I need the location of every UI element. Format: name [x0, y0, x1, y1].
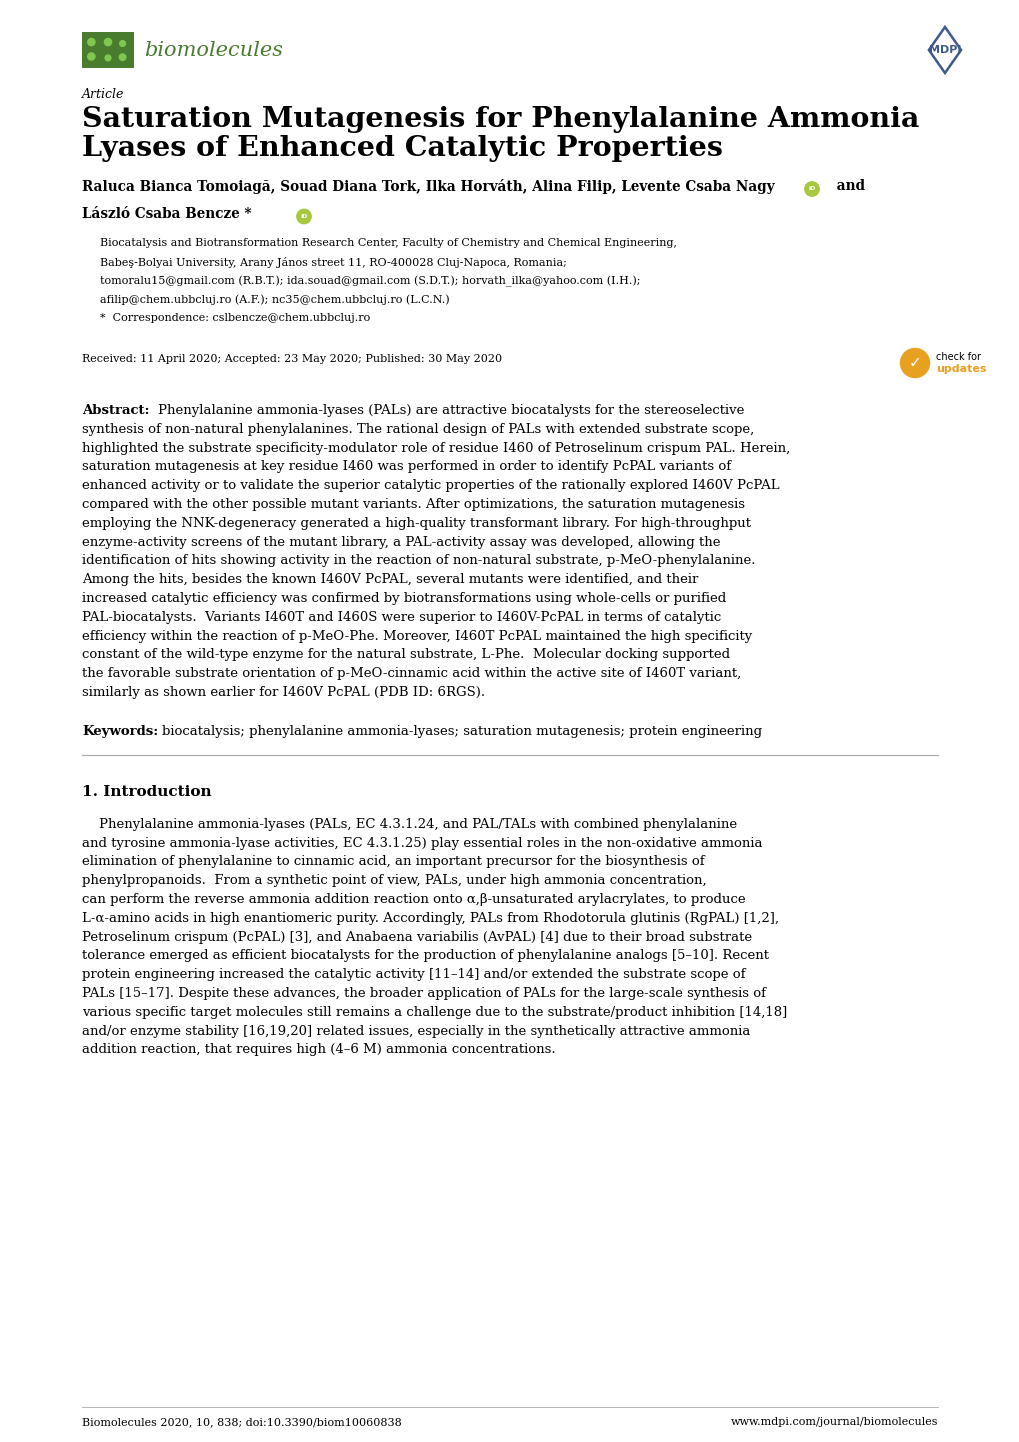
Circle shape [119, 53, 125, 61]
Text: identification of hits showing activity in the reaction of non-natural substrate: identification of hits showing activity … [82, 554, 755, 567]
Circle shape [88, 39, 95, 46]
Text: PAL-biocatalysts.  Variants I460T and I460S were superior to I460V-PcPAL in term: PAL-biocatalysts. Variants I460T and I46… [82, 611, 720, 624]
Text: Raluca Bianca Tomoiagă, Souad Diana Tork, Ilka Horváth, Alina Filip, Levente Csa: Raluca Bianca Tomoiagă, Souad Diana Tork… [82, 179, 773, 195]
Text: L-α-amino acids in high enantiomeric purity. Accordingly, PALs from Rhodotorula : L-α-amino acids in high enantiomeric pur… [82, 911, 779, 924]
Circle shape [119, 40, 125, 46]
Circle shape [104, 39, 111, 46]
Text: ✓: ✓ [908, 356, 920, 371]
Text: efficiency within the reaction of p-MeO-Phe. Moreover, I460T PcPAL maintained th: efficiency within the reaction of p-MeO-… [82, 630, 752, 643]
Text: and tyrosine ammonia-lyase activities, EC 4.3.1.25) play essential roles in the : and tyrosine ammonia-lyase activities, E… [82, 836, 762, 849]
Text: increased catalytic efficiency was confirmed by biotransformations using whole-c: increased catalytic efficiency was confi… [82, 593, 726, 606]
Text: tolerance emerged as efficient biocatalysts for the production of phenylalanine : tolerance emerged as efficient biocataly… [82, 949, 768, 962]
Text: can perform the reverse ammonia addition reaction onto α,β-unsaturated arylacryl: can perform the reverse ammonia addition… [82, 893, 745, 906]
Text: Among the hits, besides the known I460V PcPAL, several mutants were identified, : Among the hits, besides the known I460V … [82, 574, 698, 587]
Text: employing the NNK-degeneracy generated a high-quality transformant library. For : employing the NNK-degeneracy generated a… [82, 516, 750, 529]
Text: Babeş-Bolyai University, Arany János street 11, RO-400028 Cluj-Napoca, Romania;: Babeş-Bolyai University, Arany János str… [100, 257, 567, 268]
Text: compared with the other possible mutant variants. After optimizations, the satur: compared with the other possible mutant … [82, 497, 744, 510]
Text: *  Correspondence: cslbencze@chem.ubbcluj.ro: * Correspondence: cslbencze@chem.ubbcluj… [100, 313, 370, 323]
Text: László Csaba Bencze *: László Csaba Bencze * [82, 208, 252, 221]
Text: 1. Introduction: 1. Introduction [82, 784, 211, 799]
Text: MDPI: MDPI [928, 45, 960, 55]
Text: iD: iD [300, 213, 308, 219]
Text: Abstract:: Abstract: [82, 404, 150, 417]
Text: Biocatalysis and Biotransformation Research Center, Faculty of Chemistry and Che: Biocatalysis and Biotransformation Resea… [100, 238, 677, 248]
FancyBboxPatch shape [82, 32, 133, 68]
Text: and/or enzyme stability [16,19,20] related issues, especially in the synthetical: and/or enzyme stability [16,19,20] relat… [82, 1025, 750, 1038]
Text: biocatalysis; phenylalanine ammonia-lyases; saturation mutagenesis; protein engi: biocatalysis; phenylalanine ammonia-lyas… [161, 725, 761, 738]
Text: Petroselinum crispum (PcPAL) [3], and Anabaena variabilis (AvPAL) [4] due to the: Petroselinum crispum (PcPAL) [3], and An… [82, 930, 751, 943]
Text: saturation mutagenesis at key residue I460 was performed in order to identify Pc: saturation mutagenesis at key residue I4… [82, 460, 731, 473]
Text: protein engineering increased the catalytic activity [11–14] and/or extended the: protein engineering increased the cataly… [82, 968, 745, 981]
Text: similarly as shown earlier for I460V PcPAL (PDB ID: 6RGS).: similarly as shown earlier for I460V PcP… [82, 686, 485, 699]
Text: Phenylalanine ammonia-lyases (PALs) are attractive biocatalysts for the stereose: Phenylalanine ammonia-lyases (PALs) are … [157, 404, 743, 417]
Text: Saturation Mutagenesis for Phenylalanine Ammonia: Saturation Mutagenesis for Phenylalanine… [82, 107, 918, 133]
Text: updates: updates [935, 363, 986, 373]
Circle shape [88, 53, 95, 61]
Text: Received: 11 April 2020; Accepted: 23 May 2020; Published: 30 May 2020: Received: 11 April 2020; Accepted: 23 Ma… [82, 353, 501, 363]
Circle shape [297, 209, 311, 224]
Text: PALs [15–17]. Despite these advances, the broader application of PALs for the la: PALs [15–17]. Despite these advances, th… [82, 986, 765, 999]
Text: addition reaction, that requires high (4–6 M) ammonia concentrations.: addition reaction, that requires high (4… [82, 1044, 555, 1057]
Text: biomolecules: biomolecules [144, 42, 282, 61]
Text: elimination of phenylalanine to cinnamic acid, an important precursor for the bi: elimination of phenylalanine to cinnamic… [82, 855, 704, 868]
Text: enhanced activity or to validate the superior catalytic properties of the ration: enhanced activity or to validate the sup… [82, 479, 779, 492]
Text: constant of the wild-type enzyme for the natural substrate, L-Phe.  Molecular do: constant of the wild-type enzyme for the… [82, 649, 730, 662]
Text: various specific target molecules still remains a challenge due to the substrate: various specific target molecules still … [82, 1007, 787, 1019]
Text: check for: check for [935, 352, 980, 362]
Polygon shape [928, 27, 960, 74]
Text: www.mdpi.com/journal/biomolecules: www.mdpi.com/journal/biomolecules [730, 1417, 937, 1428]
Text: Keywords:: Keywords: [82, 725, 158, 738]
Text: Article: Article [82, 88, 124, 101]
Text: iD: iD [807, 186, 815, 192]
Circle shape [804, 182, 818, 196]
Text: synthesis of non-natural phenylalanines. The rational design of PALs with extend: synthesis of non-natural phenylalanines.… [82, 423, 753, 435]
Text: tomoralu15@gmail.com (R.B.T.); ida.souad@gmail.com (S.D.T.); horvath_ilka@yahoo.: tomoralu15@gmail.com (R.B.T.); ida.souad… [100, 275, 640, 287]
Text: enzyme-activity screens of the mutant library, a PAL-activity assay was develope: enzyme-activity screens of the mutant li… [82, 535, 719, 548]
Text: afilip@chem.ubbcluj.ro (A.F.); nc35@chem.ubbcluj.ro (L.C.N.): afilip@chem.ubbcluj.ro (A.F.); nc35@chem… [100, 294, 449, 304]
Text: the favorable substrate orientation of p-MeO-cinnamic acid within the active sit: the favorable substrate orientation of p… [82, 668, 741, 681]
Text: Phenylalanine ammonia-lyases (PALs, EC 4.3.1.24, and PAL/TALs with combined phen: Phenylalanine ammonia-lyases (PALs, EC 4… [82, 818, 737, 831]
Text: Lyases of Enhanced Catalytic Properties: Lyases of Enhanced Catalytic Properties [82, 136, 722, 163]
Circle shape [105, 55, 111, 61]
Circle shape [900, 349, 928, 378]
Text: Biomolecules 2020, 10, 838; doi:10.3390/biom10060838: Biomolecules 2020, 10, 838; doi:10.3390/… [82, 1417, 401, 1428]
Text: highlighted the substrate specificity-modulator role of residue I460 of Petrosel: highlighted the substrate specificity-mo… [82, 441, 790, 454]
Text: and: and [832, 179, 864, 193]
Text: phenylpropanoids.  From a synthetic point of view, PALs, under high ammonia conc: phenylpropanoids. From a synthetic point… [82, 874, 706, 887]
